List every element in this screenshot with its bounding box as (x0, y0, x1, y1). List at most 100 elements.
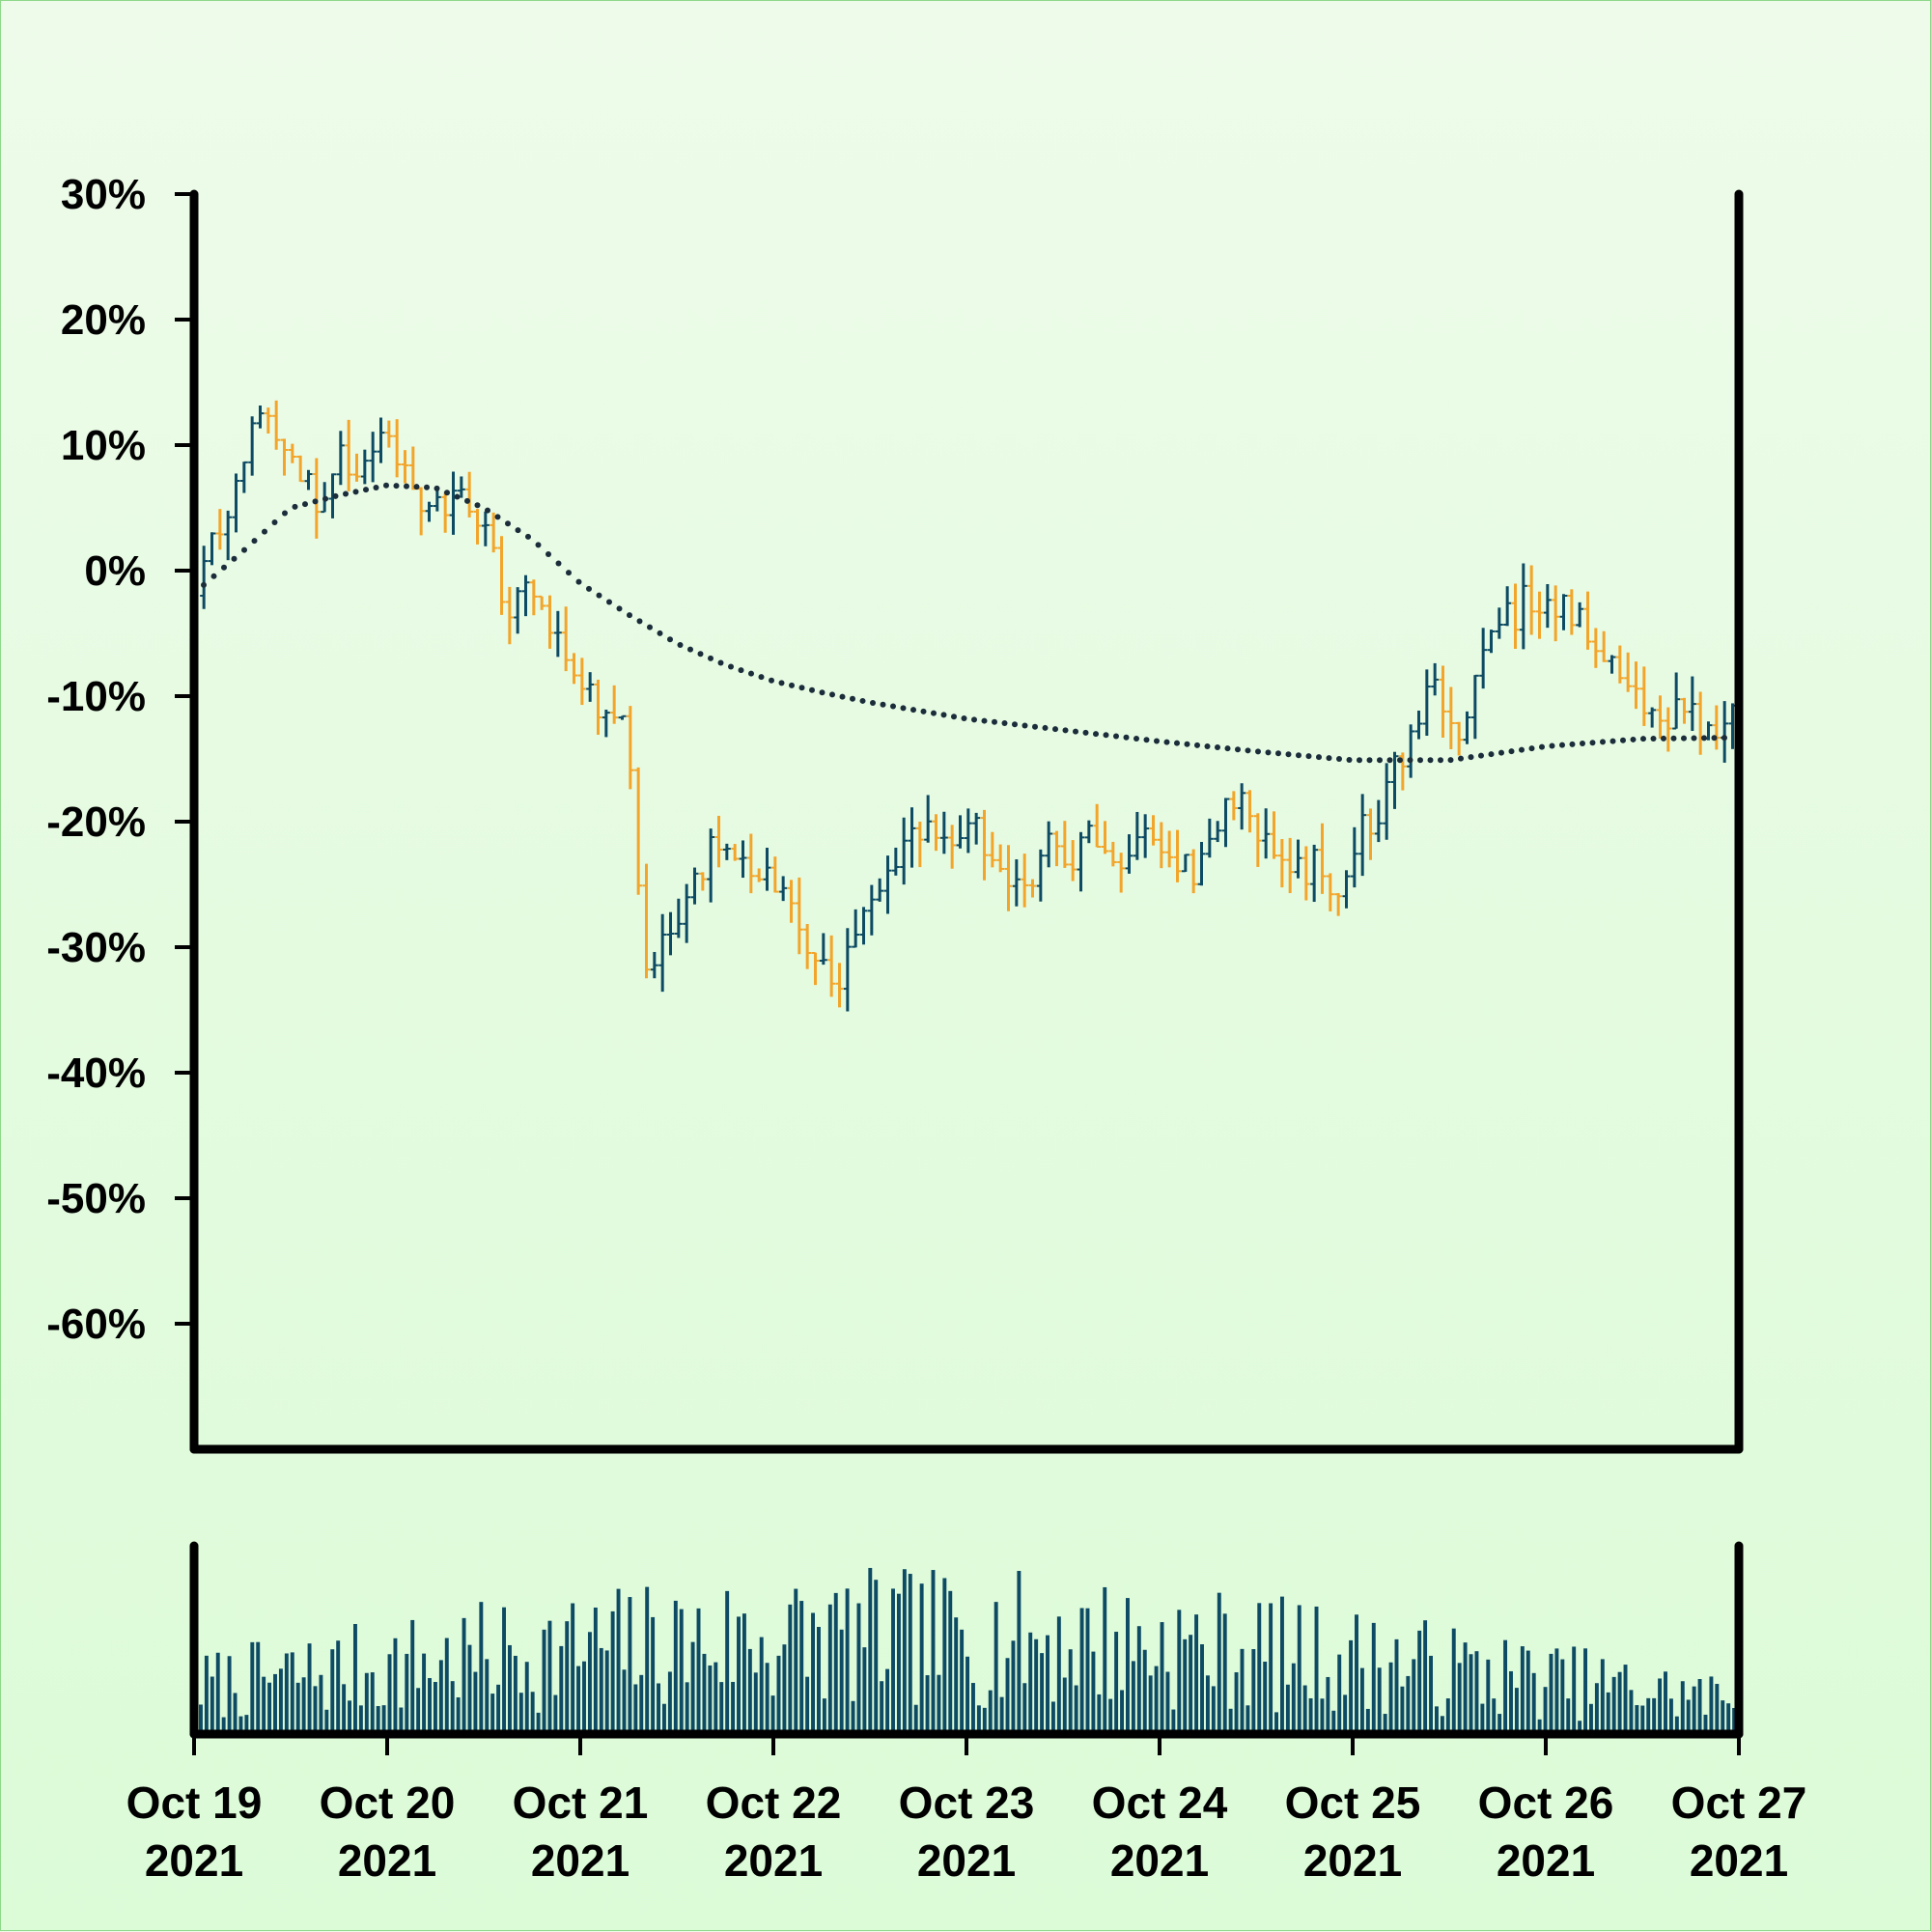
volume-bar (336, 1640, 341, 1734)
volume-bar (988, 1690, 993, 1734)
volume-bar (438, 1660, 443, 1734)
volume-bar (1692, 1686, 1696, 1734)
moving-average-dot (778, 680, 785, 686)
volume-bar (960, 1629, 965, 1734)
moving-average-dot (971, 716, 977, 723)
volume-bar (1611, 1676, 1616, 1734)
moving-average-dot (839, 693, 846, 700)
volume-bar (937, 1674, 941, 1734)
volume-bar (348, 1700, 351, 1734)
moving-average-dot (1640, 736, 1646, 742)
moving-average-dot (332, 492, 339, 499)
volume-bar (301, 1677, 306, 1734)
x-tick-label-year: 2021 (531, 1835, 630, 1886)
volume-bar (479, 1602, 484, 1734)
moving-average-dot (586, 585, 592, 592)
volume-bar (244, 1715, 249, 1734)
volume-bar (342, 1684, 347, 1734)
volume-bar (1040, 1653, 1045, 1734)
y-tick-label: 30% (61, 171, 146, 218)
volume-bar (604, 1650, 609, 1734)
moving-average-dot (697, 651, 704, 658)
moving-average-dot (343, 490, 349, 497)
moving-average-dot (424, 484, 430, 490)
moving-average-dot (1245, 747, 1251, 754)
volume-bar (1177, 1610, 1182, 1734)
volume-bar (868, 1567, 873, 1734)
moving-average-dot (302, 501, 308, 508)
moving-average-dot (1174, 740, 1180, 746)
volume-bar (599, 1647, 603, 1734)
volume-bar (1269, 1603, 1273, 1734)
volume-bar (657, 1683, 660, 1734)
volume-bar (1028, 1632, 1033, 1734)
volume-bar (874, 1580, 879, 1734)
volume-bar (1120, 1690, 1124, 1734)
volume-bar (662, 1703, 666, 1734)
volume-bar (845, 1588, 850, 1734)
moving-average-dot (1001, 720, 1008, 727)
volume-bar (1314, 1606, 1319, 1734)
moving-average-dot (1721, 735, 1727, 742)
moving-average-dot (474, 502, 481, 509)
volume-bar (1263, 1661, 1268, 1734)
moving-average-dot (1265, 749, 1272, 756)
volume-bar (1377, 1667, 1382, 1734)
volume-bar (553, 1694, 558, 1734)
moving-average-dot (1508, 748, 1515, 755)
volume-bar (1097, 1694, 1102, 1734)
volume-bar (1435, 1706, 1439, 1734)
volume-bar (1480, 1703, 1485, 1734)
volume-bar (731, 1681, 736, 1734)
moving-average-dot (221, 564, 227, 571)
moving-average-dot (931, 710, 937, 716)
moving-average-dot (1377, 757, 1383, 764)
volume-bar (571, 1603, 575, 1734)
volume-bar (422, 1653, 427, 1734)
moving-average-dot (1194, 742, 1200, 748)
volume-bar (444, 1638, 449, 1734)
moving-average-dot (1559, 742, 1565, 748)
volume-bar (1566, 1698, 1571, 1734)
moving-average-dot (251, 538, 258, 545)
moving-average-dot (535, 542, 542, 548)
volume-bar (1623, 1665, 1628, 1734)
volume-bar (233, 1693, 238, 1734)
volume-bar (931, 1570, 936, 1734)
moving-average-dot (1052, 726, 1058, 733)
moving-average-dot (1609, 738, 1616, 744)
moving-average-dot (1458, 755, 1464, 762)
moving-average-dot (312, 498, 319, 505)
volume-bar (353, 1623, 357, 1734)
moving-average-dot (555, 560, 562, 567)
volume-bar (799, 1601, 804, 1734)
moving-average-dot (992, 718, 997, 725)
volume-bar (1091, 1651, 1096, 1734)
moving-average-dot (1143, 737, 1150, 743)
moving-average-dot (434, 485, 440, 491)
moving-average-dot (798, 685, 805, 691)
volume-bar (1189, 1635, 1193, 1734)
volume-bar (593, 1607, 598, 1734)
moving-average-dot (1650, 736, 1657, 742)
volume-bar (880, 1681, 884, 1734)
volume-bar (256, 1641, 261, 1734)
volume-bar (1280, 1596, 1284, 1734)
volume-bar (954, 1617, 959, 1734)
volume-bar (885, 1668, 890, 1734)
moving-average-dot (1580, 741, 1585, 747)
volume-bar (416, 1688, 421, 1734)
moving-average-dot (201, 581, 207, 588)
volume-bar (278, 1668, 283, 1734)
y-tick-label: 0% (84, 547, 146, 595)
moving-average-dot (1204, 742, 1211, 749)
moving-average-dot (940, 712, 947, 718)
volume-bar (817, 1627, 821, 1734)
volume-bar (410, 1619, 415, 1734)
volume-bar (667, 1671, 672, 1734)
volume-bar (1709, 1676, 1714, 1734)
volume-bar (1388, 1662, 1393, 1734)
moving-average-dot (616, 605, 623, 612)
volume-bar (1514, 1688, 1519, 1734)
volume-bar (536, 1712, 541, 1734)
